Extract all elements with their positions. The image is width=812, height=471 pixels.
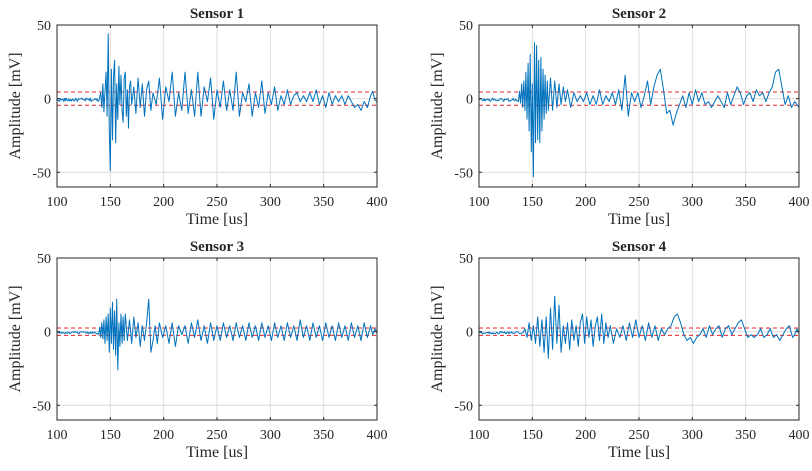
x-tick-label: 150 [100, 195, 121, 210]
x-tick-label: 350 [735, 195, 756, 210]
x-tick-label: 400 [367, 428, 388, 443]
x-tick-label: 400 [367, 195, 388, 210]
waveform-line [56, 298, 378, 371]
y-tick-label: 50 [37, 19, 51, 34]
x-axis-label: Time [us] [186, 211, 248, 228]
x-tick-label: 200 [575, 195, 596, 210]
y-tick-label: 50 [459, 19, 473, 34]
series-line [478, 42, 800, 178]
x-tick-label: 300 [682, 195, 703, 210]
y-tick-labels: -50 0 50 [32, 19, 377, 181]
subplot-title: Sensor 3 [190, 239, 244, 255]
x-tick-label: 200 [153, 428, 174, 443]
y-axis-label: Amplitude [mV] [7, 285, 24, 392]
sensor-4-subplot: 100 150 200 250 300 350 400 -50 0 50 Sensor 4 Ti… [429, 239, 810, 461]
sensor-3-subplot: 100 150 200 250 300 350 400 -50 0 50 Sensor 3 Ti… [7, 239, 388, 461]
waveform-line [56, 33, 378, 172]
y-tick-label: 0 [44, 326, 51, 341]
x-tick-labels: 100 150 200 250 300 350 400 [47, 25, 388, 210]
y-tick-label: -50 [32, 399, 51, 414]
y-axis-label: Amplitude [mV] [7, 52, 24, 159]
x-tick-label: 350 [313, 428, 334, 443]
x-axis-label: Time [us] [186, 444, 248, 461]
y-tick-label: -50 [454, 399, 473, 414]
series-line [56, 298, 378, 371]
y-tick-label: 50 [37, 252, 51, 267]
x-tick-label: 200 [575, 428, 596, 443]
x-tick-label: 150 [100, 428, 121, 443]
threshold-lines [57, 91, 377, 106]
x-tick-label: 350 [735, 428, 756, 443]
threshold-lines [479, 91, 799, 106]
y-tick-labels: -50 0 50 [454, 252, 799, 414]
waveform-line [478, 295, 800, 359]
y-tick-label: -50 [454, 166, 473, 181]
x-tick-label: 300 [682, 428, 703, 443]
x-tick-label: 200 [153, 195, 174, 210]
x-tick-label: 100 [47, 195, 68, 210]
y-axis-label: Amplitude [mV] [429, 285, 446, 392]
y-tick-labels: -50 0 50 [32, 252, 377, 414]
x-tick-label: 250 [207, 195, 228, 210]
y-tick-label: 0 [466, 326, 473, 341]
subplot-title: Sensor 1 [190, 6, 244, 22]
x-tick-label: 100 [469, 428, 490, 443]
y-tick-label: 0 [466, 93, 473, 108]
x-tick-label: 150 [522, 428, 543, 443]
series-line [478, 295, 800, 359]
x-tick-label: 250 [629, 428, 650, 443]
x-tick-label: 350 [313, 195, 334, 210]
x-tick-labels: 100 150 200 250 300 350 400 [469, 258, 810, 443]
x-tick-label: 400 [789, 428, 810, 443]
x-tick-label: 100 [469, 195, 490, 210]
x-tick-label: 250 [629, 195, 650, 210]
x-tick-label: 300 [260, 195, 281, 210]
subplot-title: Sensor 2 [612, 6, 666, 22]
y-tick-label: -50 [32, 166, 51, 181]
x-tick-labels: 100 150 200 250 300 350 400 [47, 258, 388, 443]
sensor-2-subplot: 100 150 200 250 300 350 400 -50 0 50 Sensor 2 Ti… [429, 6, 810, 228]
x-tick-label: 250 [207, 428, 228, 443]
x-tick-label: 150 [522, 195, 543, 210]
x-axis-label: Time [us] [608, 211, 670, 228]
x-tick-label: 100 [47, 428, 68, 443]
y-tick-labels: -50 0 50 [454, 19, 799, 181]
x-tick-label: 400 [789, 195, 810, 210]
sensor-1-subplot: 100 150 200 250 300 350 400 -50 0 50 Sensor 1 Ti… [7, 6, 388, 228]
series-line [56, 33, 378, 172]
y-axis-label: Amplitude [mV] [429, 52, 446, 159]
waveform-line [478, 42, 800, 178]
x-tick-label: 300 [260, 428, 281, 443]
y-tick-label: 50 [459, 252, 473, 267]
x-axis-label: Time [us] [608, 444, 670, 461]
y-tick-label: 0 [44, 93, 51, 108]
threshold-lines [479, 327, 799, 336]
subplot-title: Sensor 4 [612, 239, 667, 255]
x-tick-labels: 100 150 200 250 300 350 400 [469, 25, 810, 210]
